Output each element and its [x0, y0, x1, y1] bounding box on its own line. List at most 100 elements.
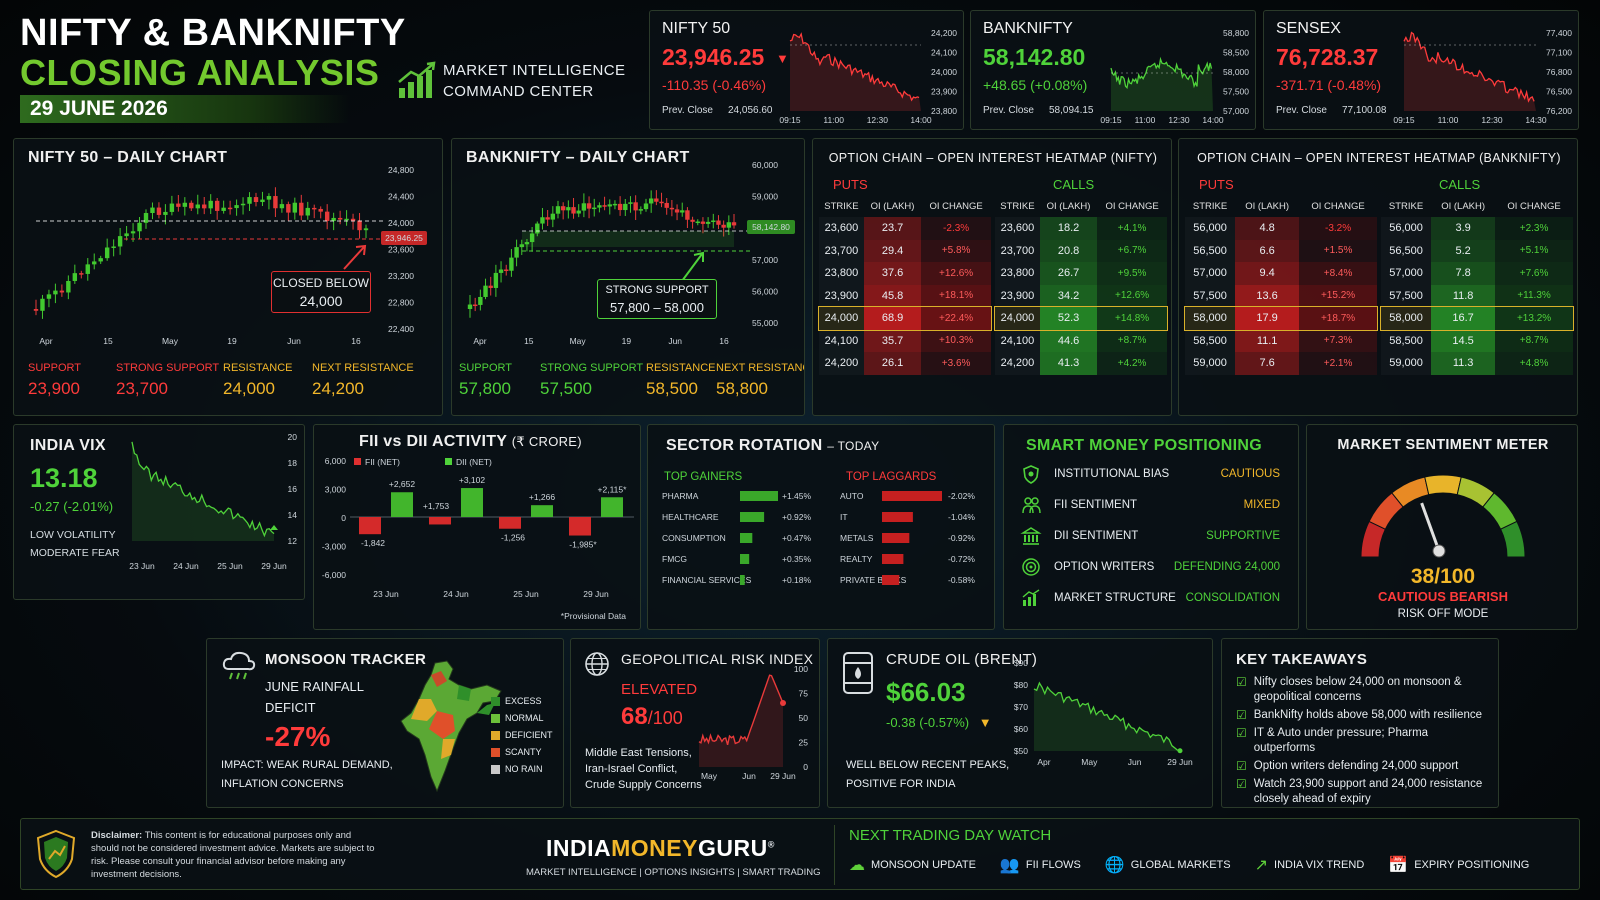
candle-body: [292, 202, 298, 213]
smart-row-value: DEFENDING 24,000: [1173, 561, 1280, 573]
candle-body: [545, 217, 550, 220]
candle-body: [566, 207, 571, 211]
column-header: STRIKE: [1000, 200, 1035, 212]
laggard-bar: [882, 554, 904, 564]
table-cell: 26.1: [863, 352, 922, 375]
legend-label: NO RAIN: [505, 764, 543, 774]
x-tick-label: 14:30: [1525, 115, 1547, 125]
table-row: 56,000 3.9 +2.3%: [1381, 217, 1573, 240]
header-tagline: MARKET INTELLIGENCE COMMAND CENTER: [443, 60, 625, 102]
fii-legend-swatch: [354, 458, 361, 465]
table-cell: 23,900: [819, 285, 864, 308]
smart-money-panel: SMART MONEY POSITIONING INSTITUTIONAL BI…: [1003, 424, 1299, 630]
geopolitical-risk-panel: GEOPOLITICAL RISK INDEX ELEVATED 68/100 …: [570, 638, 820, 808]
x-tick-label: 29 Jun: [770, 771, 796, 781]
candle-body: [130, 231, 136, 234]
level-value: 57,800: [459, 379, 511, 398]
y-tick-label: 75: [799, 689, 809, 699]
geo-line2: Iran-Israel Conflict,: [585, 763, 678, 775]
candle-body: [540, 217, 545, 224]
candle-body: [305, 207, 310, 216]
table-cell: 16.7: [1431, 307, 1496, 330]
level-value: 24,200: [312, 379, 364, 398]
index-change: -371.71 (-0.48%): [1276, 77, 1382, 93]
table-cell: 57,000: [1185, 262, 1235, 285]
table-row: 57,000 7.8 +7.6%: [1381, 262, 1573, 285]
watch-label: GLOBAL MARKETS: [1130, 859, 1231, 871]
y-tick-label: 76,500: [1546, 87, 1572, 97]
y-tick-label: 76,800: [1546, 67, 1572, 77]
candle-body: [59, 290, 65, 293]
level-value: 24,000: [223, 379, 275, 398]
candle-body: [286, 204, 291, 213]
watch-item: 🌐 GLOBAL MARKETS: [1105, 855, 1231, 875]
candle-body: [234, 205, 239, 209]
vix-line-chart: 20 18 16 14 12 23 Jun 24 Jun 25 Jun 29 Jun: [129, 432, 298, 571]
table-row: 56,000 4.8 -3.2%: [1185, 217, 1377, 240]
monsoon-impact1: IMPACT: WEAK RURAL DEMAND,: [221, 759, 393, 771]
gainer-value: +0.92%: [782, 512, 812, 522]
intraday-line: [1403, 31, 1535, 103]
x-tick-label: 25 Jun: [217, 561, 243, 571]
x-tick-label: May: [701, 771, 718, 781]
intraday-chart: 58,800 58,500 58,000 57,500 57,000 09:15 11:00…: [1100, 28, 1249, 125]
y-tick-label: 0: [803, 762, 808, 772]
table-cell: 23,900: [995, 285, 1040, 308]
candle-body: [623, 203, 628, 211]
y-tick-label: 24,000: [931, 67, 957, 77]
candle-body: [493, 272, 499, 288]
y-tick-label: 23,200: [388, 271, 414, 281]
table-row: 57,500 11.8 +11.3%: [1381, 284, 1573, 307]
dii-bar-label: +3,102: [459, 475, 486, 485]
candle-body: [716, 220, 721, 225]
panel-title: GEOPOLITICAL RISK INDEX: [621, 651, 814, 667]
table-cell: 24,000: [819, 307, 864, 330]
table-row: 58,500 14.5 +8.7%: [1381, 329, 1573, 352]
table-cell: +3.6%: [921, 352, 991, 375]
table-cell: 6.6: [1235, 239, 1300, 262]
smart-row-label: OPTION WRITERS: [1054, 561, 1155, 573]
table-cell: 59,000: [1185, 352, 1235, 375]
gainer-name: CONSUMPTION: [662, 533, 726, 543]
candle-body: [529, 233, 535, 243]
legend-swatch: [491, 748, 500, 757]
laggard-name: METALS: [840, 533, 874, 543]
table-cell: 29.4: [863, 239, 922, 262]
arrow-icon: [343, 244, 367, 270]
x-tick-label: 23 Jun: [129, 561, 155, 571]
table-cell: +2.1%: [1299, 352, 1377, 375]
nifty-candlestick-chart: 24,800 24,400 24,000 23,600 23,200 22,800 22,4…: [33, 165, 427, 346]
table-cell: -2.3%: [921, 217, 991, 240]
level-value: 58,800: [716, 379, 768, 398]
dii-bar-label: +2,652: [389, 479, 416, 489]
footer-divider: [834, 825, 835, 885]
gainers-title: TOP GAINERS: [664, 471, 743, 483]
x-tick-label: 25 Jun: [513, 589, 539, 599]
laggard-name: AUTO: [840, 491, 864, 501]
legend-label: SCANTY: [505, 747, 542, 757]
candle-body: [581, 203, 587, 211]
prev-close-value: 24,056.60: [728, 105, 773, 116]
y-tick-label: 24,400: [388, 192, 414, 202]
crude-line-chart: $90 $80 $70 $60 $50 Apr May Jun 29 Jun: [1014, 658, 1193, 767]
rain-cloud-icon: [222, 651, 256, 680]
table-row: 23,800 26.7 +9.5%: [995, 262, 1167, 285]
candle-body: [176, 203, 181, 207]
table-cell: 37.6: [863, 262, 922, 285]
column-header: STRIKE: [824, 200, 859, 212]
shield-icon: [1023, 465, 1039, 484]
watch-item: 📅 EXPIRY POSITIONING: [1388, 855, 1529, 875]
table-cell: 11.8: [1431, 284, 1496, 307]
crude-oil-panel: CRUDE OIL (BRENT) $66.03 -0.38 (-0.57%) …: [827, 638, 1213, 808]
brand-logo: INDIAMONEYGURU®: [546, 835, 775, 862]
y-tick-label: 20: [288, 432, 298, 442]
candle-body: [189, 202, 194, 209]
laggard-bar: [882, 512, 913, 522]
table-cell: 68.9: [863, 307, 922, 330]
watch-item: 👥 FII FLOWS: [1000, 855, 1081, 875]
watch-item: ↗ INDIA VIX TREND: [1255, 855, 1365, 875]
vix-line: [131, 441, 275, 538]
y-tick-label: 24,000: [388, 218, 414, 228]
puts-label: PUTS: [1199, 177, 1234, 192]
table-cell: 5.2: [1431, 239, 1496, 262]
